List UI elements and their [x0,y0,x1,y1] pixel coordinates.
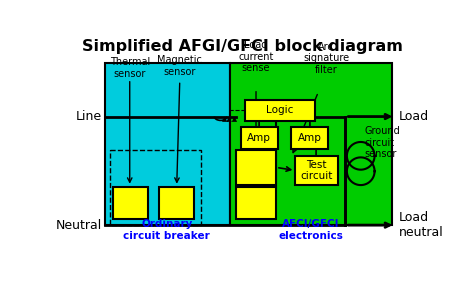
Text: Magnetic
sensor: Magnetic sensor [157,55,202,77]
Text: Load
current
sense: Load current sense [238,40,273,74]
Text: Test
circuit: Test circuit [300,160,333,181]
Bar [159,187,194,219]
Text: Ordinary
circuit breaker: Ordinary circuit breaker [123,219,210,240]
Bar [236,150,276,185]
Text: Neutral: Neutral [56,219,102,232]
Text: ▲▲▲: ▲▲▲ [222,117,238,123]
Text: Load: Load [399,110,429,123]
Text: Amp: Amp [298,133,322,143]
Text: Simplified AFGI/GFCI block diagram: Simplified AFGI/GFCI block diagram [82,39,403,54]
Text: Amp: Amp [247,133,271,143]
Text: Line: Line [76,110,102,123]
Text: Logic: Logic [266,105,293,116]
Bar [295,156,337,185]
Text: Thermal
sensor: Thermal sensor [109,57,150,79]
Bar [109,150,201,225]
Bar [105,64,230,225]
Bar [292,127,328,149]
Text: Ground
circuit
sensor: Ground circuit sensor [365,126,401,159]
Bar [236,187,276,219]
Bar [230,64,392,225]
Bar [113,187,148,219]
Bar [245,100,315,121]
Bar [241,127,278,149]
Text: Arc
signature
filter: Arc signature filter [303,42,349,75]
Text: Load
neutral: Load neutral [399,211,444,239]
Text: AFCI/GFCI
electronics: AFCI/GFCI electronics [278,219,343,240]
